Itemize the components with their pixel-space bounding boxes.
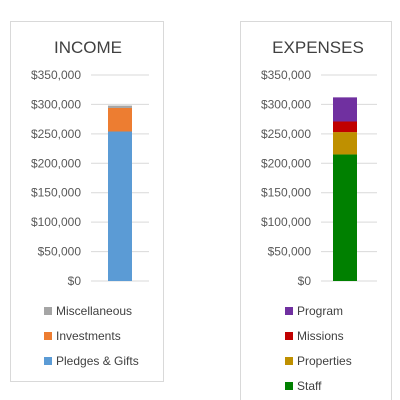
- expenses-legend-swatch-program: [285, 307, 293, 315]
- income-bar-miscellaneous: [108, 105, 132, 108]
- expenses-chart-title: EXPENSES: [272, 38, 364, 57]
- expenses-bar-program: [333, 97, 357, 122]
- income-legend-label-miscellaneous: Miscellaneous: [56, 304, 132, 318]
- expenses-y-tick-label: $200,000: [261, 156, 311, 170]
- income-bar-investments: [108, 107, 132, 132]
- expenses-y-tick-label: $0: [298, 274, 312, 288]
- expenses-y-tick-label: $350,000: [261, 68, 311, 82]
- income-legend-label-pledges-gifts: Pledges & Gifts: [56, 354, 139, 368]
- income-y-tick-label: $200,000: [31, 156, 81, 170]
- expenses-bar-staff: [333, 154, 357, 281]
- expenses-bar-properties: [333, 132, 357, 155]
- income-y-tick-label: $250,000: [31, 127, 81, 141]
- income-y-tick-label: $0: [68, 274, 82, 288]
- expenses-legend-label-properties: Properties: [297, 354, 352, 368]
- expenses-y-tick-label: $150,000: [261, 186, 311, 200]
- expenses-legend-label-program: Program: [297, 304, 343, 318]
- expenses-legend-swatch-staff: [285, 382, 293, 390]
- expenses-y-tick-label: $50,000: [268, 245, 312, 259]
- expenses-legend-swatch-properties: [285, 357, 293, 365]
- expenses-legend-label-staff: Staff: [297, 379, 322, 393]
- income-chart: INCOME $0 $50,000 $100,000 $150,000 $200,000 $…: [31, 38, 149, 368]
- income-legend-label-investments: Investments: [56, 329, 121, 343]
- income-y-tick-label: $300,000: [31, 97, 81, 111]
- income-legend-swatch-investments: [44, 332, 52, 340]
- income-chart-panel: INCOME $0 $50,000 $100,000 $150,000 $200,000 $…: [10, 21, 164, 382]
- expenses-bar-missions: [333, 121, 357, 133]
- expenses-chart: EXPENSES $0 $50,000 $100,000 $150,000 $200,00…: [261, 38, 377, 393]
- income-y-tick-label: $350,000: [31, 68, 81, 82]
- expenses-legend-label-missions: Missions: [297, 329, 344, 343]
- income-legend-swatch-pledges-gifts: [44, 357, 52, 365]
- expenses-y-tick-label: $250,000: [261, 127, 311, 141]
- income-chart-title: INCOME: [54, 38, 122, 57]
- income-y-tick-label: $150,000: [31, 186, 81, 200]
- income-legend-swatch-miscellaneous: [44, 307, 52, 315]
- expenses-y-tick-label: $300,000: [261, 97, 311, 111]
- expenses-chart-panel: EXPENSES $0 $50,000 $100,000 $150,000 $200,00…: [240, 21, 392, 400]
- income-y-tick-label: $100,000: [31, 215, 81, 229]
- expenses-y-tick-label: $100,000: [261, 215, 311, 229]
- income-y-tick-label: $50,000: [38, 245, 82, 259]
- expenses-legend-swatch-missions: [285, 332, 293, 340]
- income-bar-pledges-gifts: [108, 131, 132, 281]
